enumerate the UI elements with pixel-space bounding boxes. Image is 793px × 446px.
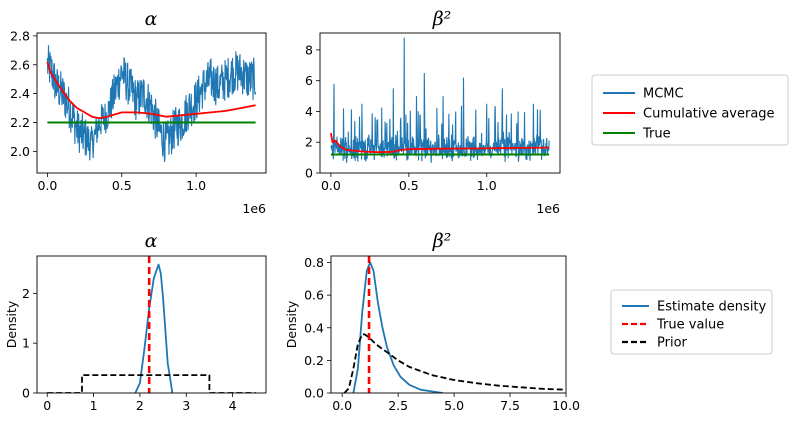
beta2-trace-mcmc-series bbox=[330, 37, 550, 163]
alpha-trace-mcmc-series bbox=[46, 45, 257, 163]
alpha-trace-x-scale: 1e6 bbox=[242, 201, 266, 216]
alpha-density-estimate-density-series bbox=[134, 263, 174, 393]
beta2-density-estimate-density-series bbox=[352, 261, 444, 393]
alpha-density-xtick-label: 0 bbox=[43, 398, 51, 413]
alpha-trace-xtick-label: 1.0 bbox=[186, 178, 206, 193]
beta2-trace-ytick-label: 4 bbox=[305, 104, 313, 119]
legend-label-true-value: True value bbox=[656, 318, 724, 333]
beta2-trace-ytick-label: 0 bbox=[305, 166, 313, 181]
alpha-trace-ytick-label: 2.8 bbox=[10, 28, 30, 43]
alpha-density-panel: α 0 1 2 3 4 0 1 2 Density bbox=[4, 230, 267, 413]
beta2-density-xtick-label: 7.5 bbox=[500, 398, 520, 413]
alpha-trace-ytick-label: 2.4 bbox=[10, 86, 30, 101]
beta2-density-xtick-label: 2.5 bbox=[388, 398, 408, 413]
alpha-trace-title: α bbox=[145, 8, 158, 30]
alpha-density-xtick-label: 1 bbox=[90, 398, 98, 413]
beta2-density-prior-series bbox=[343, 333, 566, 393]
density-legend-box bbox=[610, 289, 773, 355]
beta2-density-ytick-label: 0.4 bbox=[304, 320, 324, 335]
beta2-density-ytick-label: 0.0 bbox=[304, 386, 324, 401]
beta2-density-ytick-label: 0.2 bbox=[304, 353, 324, 368]
beta2-trace-panel: β² 0.0 0.5 1.0 0 2 4 6 8 1e6 bbox=[305, 8, 561, 216]
beta2-trace-axes-frame bbox=[319, 32, 561, 174]
alpha-trace-axes-frame bbox=[36, 32, 267, 174]
beta2-trace-xtick-label: 1.0 bbox=[477, 178, 497, 193]
alpha-density-ytick-label: 1 bbox=[22, 336, 30, 351]
alpha-density-ytick-label: 0 bbox=[22, 386, 30, 401]
density-legend: Estimate density True value Prior bbox=[610, 289, 773, 355]
beta2-density-ytick-label: 0.6 bbox=[304, 288, 324, 303]
beta2-trace-title: β² bbox=[432, 8, 452, 30]
trace-legend-box bbox=[591, 74, 789, 146]
alpha-density-title: α bbox=[145, 230, 158, 252]
alpha-density-xtick-label: 4 bbox=[229, 398, 237, 413]
alpha-density-xtick-label: 2 bbox=[136, 398, 144, 413]
alpha-trace-panel: α 0.0 0.5 1.0 2.0 2.2 2.4 2.6 2.8 1e6 bbox=[10, 8, 267, 216]
beta2-density-xtick-label: 5.0 bbox=[444, 398, 464, 413]
trace-legend: MCMC Cumulative average True bbox=[591, 74, 789, 146]
legend-label-estimate-density: Estimate density bbox=[657, 300, 767, 315]
beta2-density-title: β² bbox=[432, 230, 452, 252]
beta2-density-xtick-label: 10.0 bbox=[552, 398, 580, 413]
beta2-density-ylabel: Density bbox=[284, 300, 299, 348]
legend-label-mcmc: MCMC bbox=[643, 87, 684, 102]
beta2-trace-xtick-label: 0.5 bbox=[399, 178, 419, 193]
alpha-density-ytick-label: 2 bbox=[22, 286, 30, 301]
alpha-trace-cumulative-average-series bbox=[46, 61, 256, 120]
legend-label-true: True bbox=[642, 127, 671, 142]
alpha-trace-ytick-label: 2.2 bbox=[10, 115, 30, 130]
beta2-trace-xtick-label: 0.0 bbox=[321, 178, 341, 193]
beta2-density-panel: β² 0.0 2.5 5.0 7.5 10.0 0.0 0.2 0.4 0.6 0.8 Densi… bbox=[284, 230, 580, 413]
alpha-trace-ytick-label: 2.0 bbox=[10, 144, 30, 159]
beta2-density-ytick-label: 0.8 bbox=[304, 255, 324, 270]
beta2-trace-ytick-label: 6 bbox=[305, 73, 313, 88]
beta2-trace-ytick-label: 8 bbox=[305, 42, 313, 57]
alpha-density-ylabel: Density bbox=[4, 300, 19, 348]
beta2-trace-x-scale: 1e6 bbox=[536, 201, 560, 216]
alpha-density-xtick-label: 3 bbox=[182, 398, 190, 413]
alpha-trace-ytick-label: 2.6 bbox=[10, 57, 30, 72]
alpha-trace-xtick-label: 0.0 bbox=[37, 178, 57, 193]
legend-label-cumulative-average: Cumulative average bbox=[643, 107, 775, 122]
beta2-density-xtick-label: 0.0 bbox=[332, 398, 352, 413]
beta2-trace-cumulative-average-series bbox=[330, 132, 550, 154]
beta2-density-axes-frame bbox=[330, 255, 567, 394]
beta2-trace-ytick-label: 2 bbox=[305, 135, 313, 150]
alpha-density-axes-frame bbox=[36, 255, 267, 394]
legend-label-prior: Prior bbox=[657, 336, 688, 351]
alpha-trace-xtick-label: 0.5 bbox=[112, 178, 132, 193]
alpha-density-prior-series bbox=[47, 374, 256, 393]
